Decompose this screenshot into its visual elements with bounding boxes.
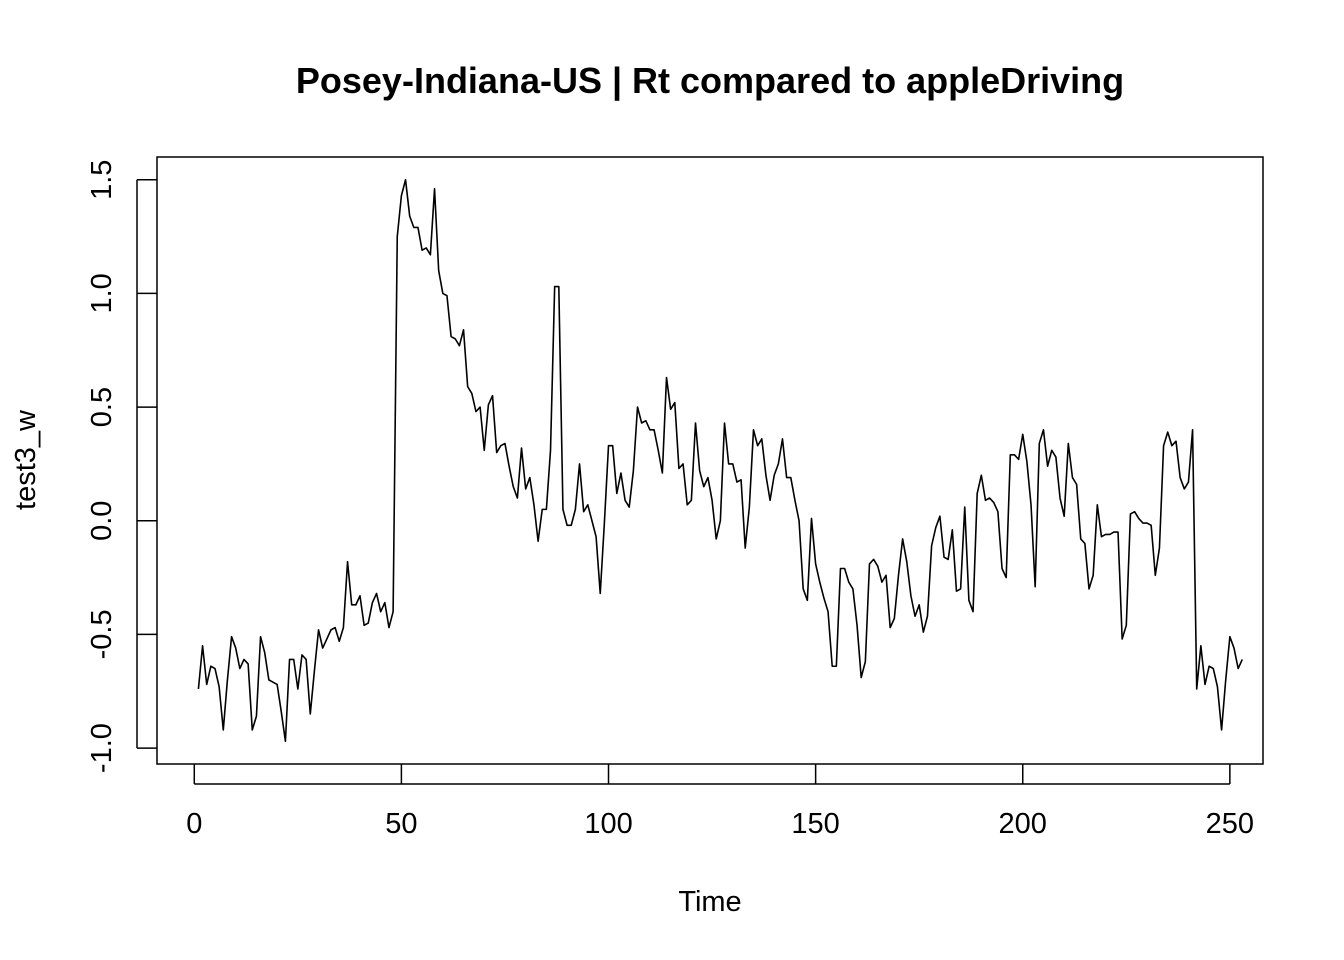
y-tick-label: -1.0 (86, 723, 118, 773)
y-tick-label: 1.5 (86, 160, 118, 200)
series-line (197, 178, 1244, 743)
y-axis: -1.0 -0.5 0.0 0.5 1.0 1.5 (86, 160, 157, 773)
x-tick-label: 100 (584, 808, 632, 840)
x-axis: 0 50 100 150 200 250 (186, 764, 1254, 840)
x-tick-label: 200 (999, 808, 1047, 840)
plot-area-frame (156, 156, 1264, 765)
y-tick-label: 1.0 (86, 273, 118, 313)
chart-title: Posey-Indiana-US | Rt compared to appleD… (296, 60, 1124, 102)
x-tick-label: 250 (1206, 808, 1254, 840)
y-tick-label: 0.0 (86, 501, 118, 541)
x-tick-label: 50 (385, 808, 417, 840)
y-tick-label: 0.5 (86, 387, 118, 427)
y-axis-label: test3_w (10, 409, 42, 510)
y-tick-label: -0.5 (86, 609, 118, 659)
x-tick-label: 0 (186, 808, 202, 840)
x-axis-label: Time (678, 886, 741, 918)
x-tick-label: 150 (791, 808, 839, 840)
